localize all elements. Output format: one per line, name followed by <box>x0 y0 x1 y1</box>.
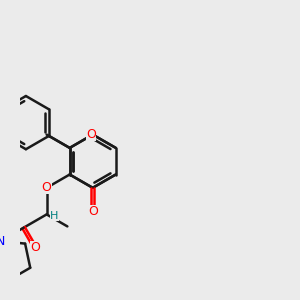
Text: O: O <box>30 241 40 254</box>
Text: O: O <box>42 181 52 194</box>
Text: O: O <box>86 128 96 141</box>
Text: H: H <box>50 211 59 221</box>
Text: N: N <box>0 235 5 248</box>
Text: O: O <box>88 205 98 218</box>
